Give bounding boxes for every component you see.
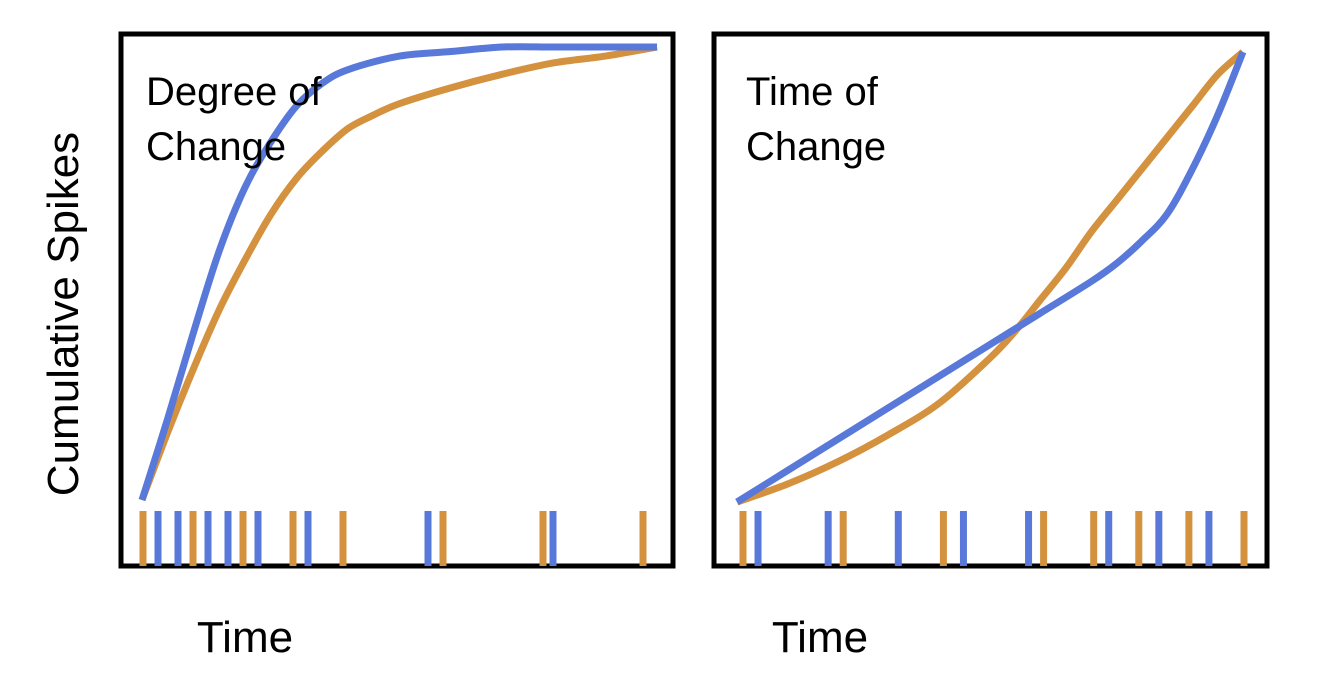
series-line (735, 49, 1246, 506)
panel-title-line-1: Degree of (146, 70, 323, 114)
series-line (138, 43, 657, 502)
series-line (138, 43, 658, 502)
plot-frame (711, 31, 1270, 569)
panel-title-line-1: Time of (746, 70, 879, 114)
cumulative-curves (138, 43, 658, 502)
panel-title-line-2: Change (746, 125, 886, 169)
series-line (735, 50, 1247, 505)
spike-rasters (139, 511, 647, 566)
panel-title-line-2: Change (146, 125, 286, 169)
cumulative-curves (735, 49, 1247, 506)
plot-frame (118, 31, 676, 569)
y-axis-label: Cumulative Spikes (39, 132, 88, 496)
panel-time-of-change: Time of Change Time (711, 31, 1270, 662)
x-axis-label: Time (197, 613, 293, 662)
spike-rasters (739, 511, 1248, 566)
x-axis-label: Time (772, 613, 868, 662)
panel-degree-of-change: Degree of Change Time (118, 31, 676, 662)
